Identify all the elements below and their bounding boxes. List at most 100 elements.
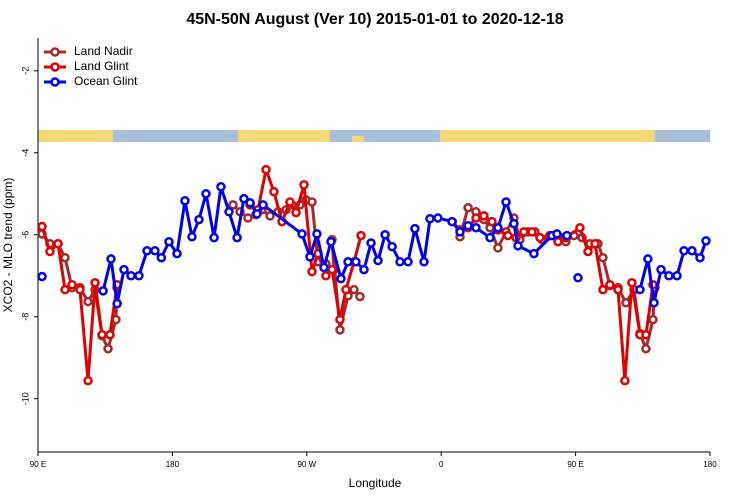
data-point: [410, 223, 420, 234]
x-tick-label: 90 E: [567, 460, 583, 469]
map-strip: [38, 130, 710, 142]
data-point: [326, 236, 336, 247]
data-point: [243, 213, 253, 223]
data-point: [359, 264, 369, 275]
data-point: [239, 193, 249, 204]
data-point: [60, 284, 70, 295]
data-point: [83, 375, 93, 386]
data-point: [679, 245, 689, 256]
series-line: [249, 168, 363, 322]
data-point: [53, 239, 63, 249]
data-point: [553, 236, 563, 247]
data-point: [119, 264, 129, 275]
data-point: [319, 262, 329, 273]
legend-label: Land Nadir: [74, 44, 133, 58]
data-point: [164, 236, 174, 247]
data-point: [106, 254, 116, 264]
data-point: [485, 232, 495, 243]
data-point: [605, 280, 615, 290]
data-point: [37, 271, 47, 282]
y-tick-label: -10: [20, 392, 30, 405]
data-point: [463, 220, 473, 231]
data-point: [621, 298, 631, 308]
data-point: [97, 330, 107, 340]
data-point: [351, 257, 361, 267]
data-point: [552, 229, 562, 239]
data-point: [501, 197, 511, 207]
data-point: [395, 257, 405, 267]
data-point: [258, 200, 268, 210]
data-point: [327, 264, 337, 275]
data-point: [45, 246, 55, 257]
data-point: [343, 257, 353, 267]
data-point: [509, 218, 519, 229]
x-tick-label: 180: [166, 460, 180, 469]
data-point: [194, 214, 204, 225]
legend-marker: [50, 47, 60, 57]
x-tick-label: 0: [439, 460, 444, 469]
data-point: [419, 257, 429, 267]
data-point: [641, 330, 651, 340]
data-point: [224, 207, 234, 217]
data-point: [252, 209, 262, 219]
data-point: [187, 232, 197, 242]
data-point: [447, 216, 457, 227]
data-point: [60, 252, 70, 263]
data-point: [285, 197, 295, 207]
data-point: [134, 270, 144, 281]
y-tick-label: -6: [20, 231, 30, 239]
data-point: [513, 241, 523, 251]
data-point: [463, 202, 473, 213]
data-point: [643, 254, 653, 264]
data-point: [228, 200, 238, 210]
data-point: [535, 232, 545, 243]
data-point: [265, 211, 275, 221]
legend-marker: [50, 77, 60, 87]
data-point: [297, 229, 307, 239]
data-point: [75, 284, 85, 295]
data-point: [216, 182, 226, 192]
data-point: [695, 252, 705, 263]
data-point: [573, 273, 583, 283]
data-point: [575, 223, 585, 233]
data-point: [664, 270, 674, 281]
data-point: [156, 252, 167, 263]
data-point: [701, 236, 711, 246]
data-point: [583, 246, 593, 257]
data-point: [335, 314, 345, 325]
y-axis-label: XCO2 - MLO trend (ppm): [1, 178, 15, 313]
data-point: [355, 291, 365, 302]
data-point: [112, 298, 122, 309]
data-point: [471, 213, 481, 223]
data-point: [620, 375, 630, 386]
data-point: [98, 286, 108, 296]
data-point: [598, 252, 608, 263]
data-point: [493, 223, 503, 233]
data-point: [519, 227, 529, 237]
data-point: [471, 223, 481, 233]
y-tick-label: -2: [20, 67, 30, 75]
data-point: [335, 325, 345, 335]
data-point: [67, 280, 77, 290]
data-point: [425, 214, 435, 224]
data-point: [103, 343, 113, 354]
data-point: [126, 270, 136, 281]
data-point: [433, 213, 443, 223]
y-tick-label: -8: [20, 313, 30, 321]
data-point: [245, 198, 255, 208]
data-point: [529, 248, 539, 259]
legend-label: Ocean Glint: [74, 74, 138, 88]
data-point: [598, 284, 608, 295]
data-point: [627, 277, 637, 288]
data-point: [366, 238, 376, 248]
data-point: [291, 207, 301, 218]
data-point: [180, 195, 190, 206]
data-point: [672, 270, 682, 281]
data-point: [341, 284, 351, 295]
legend-marker: [50, 62, 60, 72]
data-point: [209, 232, 219, 243]
data-point: [641, 343, 651, 354]
data-point: [321, 270, 331, 281]
